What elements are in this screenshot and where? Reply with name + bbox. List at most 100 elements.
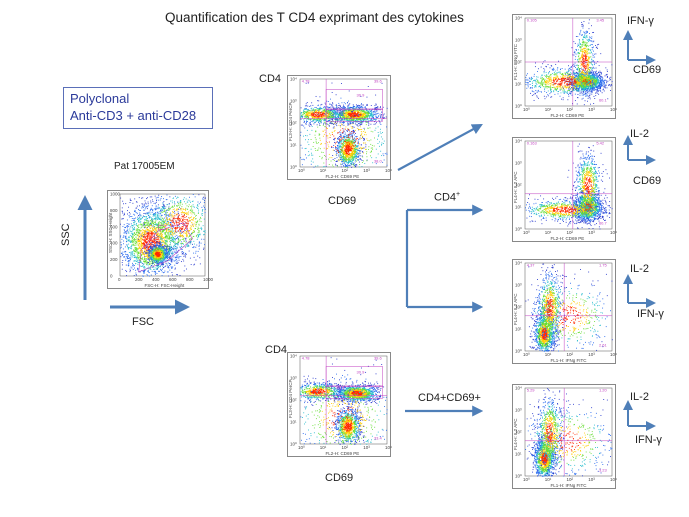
ifng-axis-label-0: IFN-γ <box>627 15 654 27</box>
gate-percentage: 4.37 <box>527 263 536 268</box>
x-tick-label: 600 <box>169 277 177 282</box>
x-tick-label: 10⁴ <box>610 352 617 357</box>
gate-percentage: 30.9 <box>357 93 366 98</box>
x-tick-label: 10⁰ <box>523 352 530 357</box>
x-tick-label: 10³ <box>588 107 595 112</box>
x-tick-label: 10² <box>342 445 349 450</box>
y-axis-label: FL4-H: IL2 APC <box>513 293 518 325</box>
y-tick-label: 400 <box>110 241 118 246</box>
y-tick-label: 10² <box>515 60 522 65</box>
x-tick-label: 10³ <box>363 168 370 173</box>
cd4-top-axis-label: CD4 <box>259 73 282 85</box>
gate-percentage: 3.23 <box>599 468 608 473</box>
arrow-to-ifng <box>397 123 483 171</box>
gate-percentage: 3.45 <box>596 18 605 23</box>
x-tick-label: 10⁰ <box>523 230 530 235</box>
gate-percentage: 39.6 <box>374 79 383 84</box>
y-tick-label: 10³ <box>290 376 297 381</box>
y-tick-label: 600 <box>110 224 118 229</box>
y-tick-label: 10² <box>515 183 522 188</box>
x-tick-label: 400 <box>152 277 160 282</box>
gate-percentage: 5.29 <box>527 388 536 393</box>
y-tick-label: 10³ <box>515 161 522 166</box>
gate-percentage: 0.105 <box>527 18 538 23</box>
gate-percentage: 30.9 <box>357 370 366 375</box>
x-axis-label: FL2-H: CD69 PE <box>326 174 360 179</box>
y-tick-label: 10² <box>290 398 297 403</box>
y-axis-label: FL4-H: IL2 APC <box>513 418 518 450</box>
gate-percentage: 5.42 <box>596 141 605 146</box>
gate-percentage: 32.5 <box>337 108 346 113</box>
x-tick-label: 10³ <box>588 230 595 235</box>
x-tick-label: 10³ <box>363 445 370 450</box>
y-tick-label: 10¹ <box>515 82 522 87</box>
x-tick-label: 10¹ <box>545 352 552 357</box>
y-tick-label: 10¹ <box>290 420 297 425</box>
x-tick-label: 10¹ <box>545 230 552 235</box>
gate-percentage: 60.1 <box>599 98 608 103</box>
x-tick-label: 10³ <box>588 477 595 482</box>
x-tick-label: 800 <box>186 277 194 282</box>
x-tick-label: 10⁰ <box>523 477 530 482</box>
x-tick-label: 200 <box>135 277 143 282</box>
x-tick-label: 10⁰ <box>298 445 305 450</box>
y-tick-label: 10⁰ <box>290 165 297 170</box>
cd4-bottom-axis-label: CD4 <box>265 344 288 356</box>
x-tick-label: 10² <box>567 352 574 357</box>
cd69-axis-label-1: CD69 <box>633 175 662 187</box>
y-tick-label: 10⁴ <box>515 261 522 266</box>
cd4-plus-label: CD4+ <box>434 191 461 204</box>
y-axis-label: FL3-H: CD4 PerCP <box>288 102 293 141</box>
y-tick-label: 10⁴ <box>290 354 297 359</box>
cd4-cd69-plot-top: 4.78 39.6 30.9 32.5 38.0 10⁰ 10⁰ 10¹ 10¹ 10² 10² 10… <box>287 75 392 180</box>
y-tick-label: 10⁰ <box>515 104 522 109</box>
y-tick-label: 200 <box>110 257 118 262</box>
gate-percentage: 60.7 <box>599 221 608 226</box>
y-tick-label: 10¹ <box>290 143 297 148</box>
stimulation-line1: Polyclonal <box>70 91 130 106</box>
y-tick-label: 10³ <box>290 99 297 104</box>
x-tick-label: 1000 <box>203 277 214 282</box>
x-tick-label: 10² <box>567 477 574 482</box>
figure-title: Quantification des T CD4 exprimant des c… <box>165 10 464 25</box>
il2-axis-label-2: IL-2 <box>630 263 649 275</box>
x-tick-label: 10⁴ <box>610 477 617 482</box>
plot-svg: 00 200 200 400 400 600 600 800 800 1000 1000 FSC-H:… <box>108 192 214 289</box>
x-tick-label: 10² <box>342 168 349 173</box>
x-axis-label: FL2-H: CD69 PE <box>326 451 360 456</box>
cd69-axis-label-0: CD69 <box>633 64 662 76</box>
x-tick-label: 10¹ <box>545 477 552 482</box>
gate-percentage: 38.0 <box>374 159 383 164</box>
ifng-cd69-plot: 0.105 3.45 60.1 10⁰ 10⁰ 10¹ 10¹ 10² 10² 10³ 10³ 10⁴… <box>512 14 617 119</box>
patient-label: Pat 17005EM <box>114 161 175 172</box>
y-tick-label: 10⁰ <box>515 474 522 479</box>
x-tick-label: 10³ <box>588 352 595 357</box>
x-axis-label: FL2-H: CD69 PE <box>551 236 585 241</box>
ssc-big-label: SSC <box>60 223 72 246</box>
y-tick-label: 10² <box>515 430 522 435</box>
x-tick-label: 10¹ <box>320 168 327 173</box>
il2-ifng-plot-2: 5.29 1.20 3.23 10⁰ 10⁰ 10¹ 10¹ 10² 10² 10³ 10³ 10⁴ 1… <box>512 384 617 489</box>
fsc-big-label: FSC <box>132 316 154 328</box>
ssc-fsc-plot: 0 0 200 200 400 400 600 600 800 800 1000 1000 FSC-H:… <box>107 190 214 289</box>
y-tick-label: 10⁴ <box>515 16 522 21</box>
x-axis-label: FL1-H: IFNg FITC <box>551 358 588 363</box>
stimulation-box: Polyclonal Anti-CD3 + anti-CD28 <box>63 87 213 129</box>
gate-percentage: 35.5 <box>337 385 346 390</box>
x-axis-label: FL1-H: IFNg FITC <box>551 483 588 488</box>
x-axis-label: FSC-H: FSC-Height <box>145 283 186 288</box>
x-tick-label: 0 <box>118 277 121 282</box>
ifng-axis-label-2: IFN-γ <box>637 308 664 320</box>
y-tick-label: 10⁰ <box>515 227 522 232</box>
y-tick-label: 800 <box>110 208 118 213</box>
cd4-cd69-plot-bottom: 4.78 39.6 30.9 35.5 33.4 10⁰ 10⁰ 10¹ 10¹ 10² 10² 10… <box>287 352 392 457</box>
ifng-axis-label-3: IFN-γ <box>635 434 662 446</box>
y-tick-label: 10¹ <box>515 205 522 210</box>
gate-percentage: 0.163 <box>527 141 538 146</box>
x-axis-label: FL2-H: CD69 PE <box>551 113 585 118</box>
x-tick-label: 10⁴ <box>610 107 617 112</box>
